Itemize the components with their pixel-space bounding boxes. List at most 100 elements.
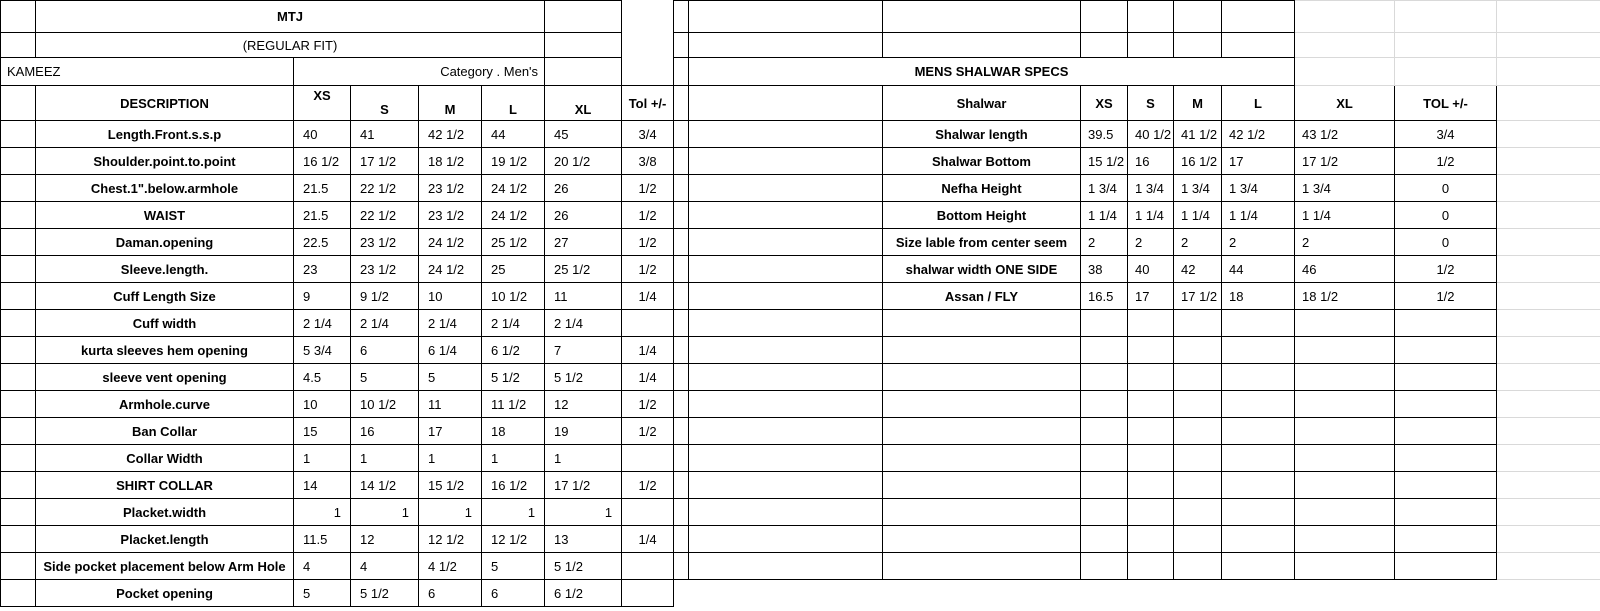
measurement-tolerance: 1/4: [621, 363, 675, 391]
measurement-value-m: 2: [1173, 228, 1222, 256]
empty-cell: [1173, 498, 1222, 526]
spacer-cell: [0, 444, 36, 472]
measurement-value-xs: 21.5: [293, 174, 351, 202]
measurement-tolerance: 1/2: [1394, 255, 1497, 283]
measurement-value-m: 1 3/4: [1173, 174, 1222, 202]
measurement-value-xs: 21.5: [293, 201, 351, 229]
spacer-cell: [0, 363, 36, 391]
measurement-value-xs: 11.5: [293, 525, 351, 553]
empty-cell: [1394, 498, 1497, 526]
measurement-label: Shoulder.point.to.point: [35, 147, 294, 175]
empty-cell: [1221, 471, 1295, 499]
measurement-value-s: 4: [350, 552, 419, 580]
measurement-value-l: 18: [1221, 282, 1295, 310]
empty-cell: [673, 32, 689, 58]
empty-cell: [1173, 309, 1222, 337]
empty-cell: [673, 255, 689, 283]
measurement-value-m: 42 1/2: [418, 120, 482, 148]
table-row: Collar Width 1 1 1 1 1: [0, 444, 675, 472]
spacer-cell: [0, 552, 36, 580]
measurement-label: Assan / FLY: [882, 282, 1081, 310]
spacer-cell: [0, 255, 36, 283]
empty-cell: [673, 363, 689, 391]
spacer-cell: [0, 336, 36, 364]
measurement-value-m: 17 1/2: [1173, 282, 1222, 310]
empty-cell: [1080, 0, 1128, 33]
measurement-value-xl: 5 1/2: [544, 363, 623, 391]
empty-row: [673, 32, 1600, 58]
table-row: Nefha Height 1 3/4 1 3/4 1 3/4 1 3/4 1 3/4 0: [673, 174, 1600, 202]
measurement-value-l: 6 1/2: [480, 336, 546, 364]
empty-cell: [673, 525, 689, 553]
measurement-value-xs: 2 1/4: [293, 309, 351, 337]
measurement-tolerance: 1/2: [1394, 147, 1497, 175]
empty-cell: [1294, 525, 1395, 553]
empty-cell: [1221, 309, 1295, 337]
empty-cell: [673, 228, 689, 256]
measurement-value-m: 23 1/2: [418, 174, 482, 202]
empty-cell: [1080, 336, 1128, 364]
header-size-s: S: [1127, 85, 1174, 121]
measurement-tolerance: 1/2: [621, 390, 675, 418]
measurement-value-s: 2: [1127, 228, 1174, 256]
measurement-value-s: 5: [350, 363, 419, 391]
measurement-value-xs: 40: [293, 120, 351, 148]
measurement-value-s: 6: [350, 336, 419, 364]
empty-cell: [1394, 0, 1497, 33]
empty-row: [673, 444, 1600, 472]
empty-cell: [673, 0, 689, 33]
spacer-cell: [0, 525, 36, 553]
empty-cell: [1496, 228, 1600, 256]
measurement-tolerance: [621, 498, 675, 526]
measurement-value-l: 16 1/2: [480, 471, 546, 499]
measurement-value-s: 1 1/4: [1127, 201, 1174, 229]
empty-row: [673, 336, 1600, 364]
measurement-value-m: 16 1/2: [1173, 147, 1222, 175]
empty-cell: [688, 498, 883, 526]
garment-label: KAMEEZ: [0, 57, 294, 86]
measurement-label: Placket.length: [35, 525, 294, 553]
empty-cell: [882, 309, 1081, 337]
empty-cell: [1496, 57, 1600, 86]
header-description: Shalwar: [882, 85, 1081, 121]
measurement-value-m: 42: [1173, 255, 1222, 283]
empty-cell: [882, 552, 1081, 580]
spacer-cell: [0, 32, 36, 58]
measurement-value-s: 14 1/2: [350, 471, 419, 499]
header-size-xl: XL: [544, 85, 623, 121]
measurement-label: Pocket opening: [35, 579, 294, 607]
header-size-xs: XS: [293, 85, 351, 121]
empty-cell: [1127, 444, 1174, 472]
table-row: WAIST 21.5 22 1/2 23 1/2 24 1/2 26 1/2: [0, 201, 675, 229]
empty-cell: [1294, 390, 1395, 418]
empty-cell: [688, 336, 883, 364]
empty-cell: [1394, 32, 1497, 58]
empty-cell: [1127, 363, 1174, 391]
empty-cell: [1294, 57, 1395, 86]
table-row: Shalwar length 39.5 40 1/2 41 1/2 42 1/2 43 1…: [673, 120, 1600, 148]
empty-cell: [1496, 525, 1600, 553]
measurement-value-s: 17: [1127, 282, 1174, 310]
empty-cell: [1496, 32, 1600, 58]
measurement-label: Length.Front.s.s.p: [35, 120, 294, 148]
measurement-value-m: 5: [418, 363, 482, 391]
empty-cell: [882, 471, 1081, 499]
measurement-value-l: 11 1/2: [480, 390, 546, 418]
measurement-value-xs: 16 1/2: [293, 147, 351, 175]
empty-cell: [1294, 552, 1395, 580]
empty-cell: [1127, 309, 1174, 337]
empty-cell: [1173, 0, 1222, 33]
empty-cell: [673, 552, 689, 580]
measurement-value-xl: 25 1/2: [544, 255, 623, 283]
measurement-tolerance: 1/4: [621, 525, 675, 553]
measurement-value-xl: 17 1/2: [1294, 147, 1395, 175]
fit-row: (REGULAR FIT): [0, 32, 674, 58]
table-row: Daman.opening 22.5 23 1/2 24 1/2 25 1/2 27 1/2: [0, 228, 675, 256]
table-row: Pocket opening 5 5 1/2 6 6 6 1/2: [0, 579, 675, 607]
measurement-value-xl: 7: [544, 336, 623, 364]
empty-cell: [1173, 390, 1222, 418]
empty-cell: [1496, 444, 1600, 472]
header-size-xl: XL: [1294, 85, 1395, 121]
measurement-value-xs: 16.5: [1080, 282, 1128, 310]
measurement-value-s: 40: [1127, 255, 1174, 283]
